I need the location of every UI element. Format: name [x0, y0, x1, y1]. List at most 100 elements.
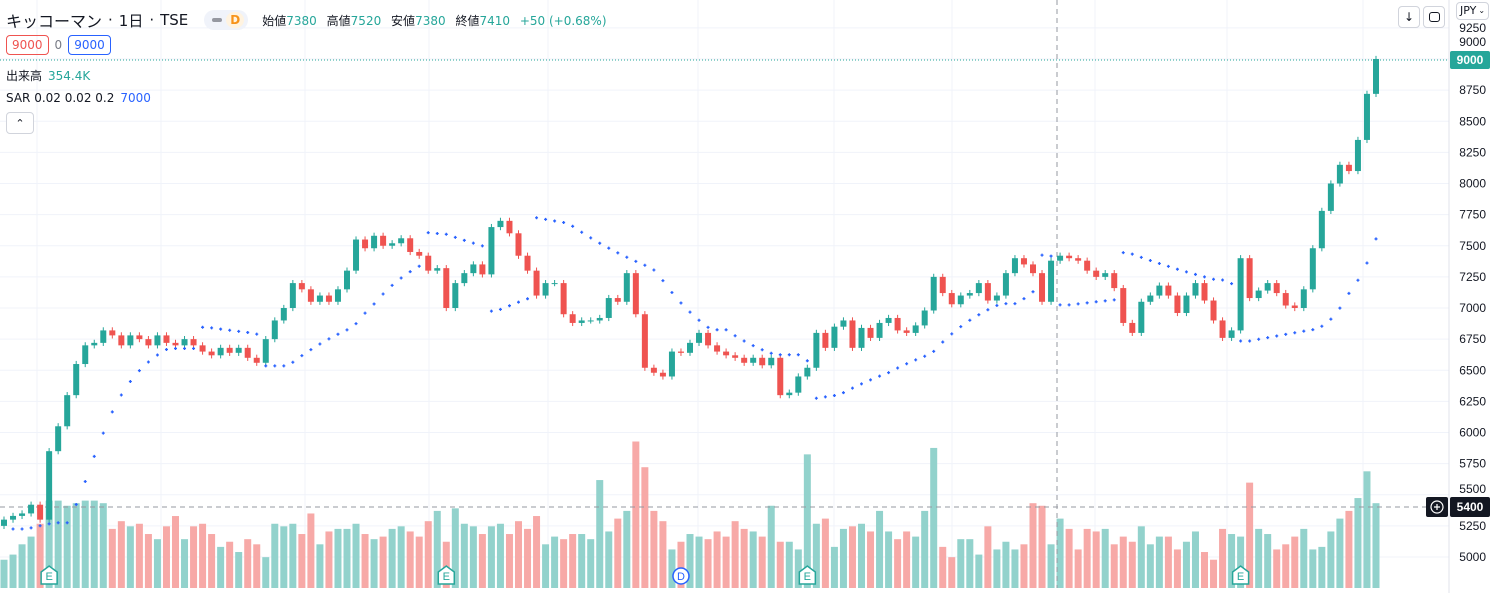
volume-bar	[162, 526, 170, 588]
market-status-badge[interactable]: D	[204, 10, 249, 30]
separator: ·	[108, 11, 113, 29]
sell-button[interactable]: 9000	[6, 35, 49, 55]
volume-bar	[767, 505, 775, 588]
price-tick-label: 9000	[1459, 35, 1486, 49]
sar-dot	[345, 328, 349, 332]
candle-body	[714, 345, 721, 352]
volume-bar	[1291, 536, 1299, 588]
candle-body	[362, 239, 369, 249]
price-tick-label: 8000	[1459, 177, 1486, 191]
candle-body	[136, 335, 143, 340]
candle-body	[325, 295, 332, 302]
sar-dot	[137, 369, 141, 373]
price-axis[interactable]: 5000 5250 5500 5750 6000 6250 6500 6750 7000 7250…	[1459, 21, 1486, 564]
interval[interactable]: 1日	[118, 11, 144, 30]
sar-dot	[860, 382, 863, 386]
candle-body	[542, 283, 549, 296]
volume-bar	[406, 531, 414, 588]
sar-dot	[679, 301, 683, 305]
sar-dot	[1266, 336, 1270, 340]
candle-body	[1373, 59, 1379, 94]
candle-body	[271, 320, 278, 340]
candle-body	[741, 357, 748, 363]
candle-body	[416, 251, 423, 256]
sar-dot	[1193, 272, 1197, 276]
candle-body	[235, 347, 242, 353]
volume-bar	[280, 526, 288, 588]
scroll-to-realtime-button[interactable]: ↓	[1398, 6, 1420, 28]
change-value: +50 (+0.68%)	[519, 13, 607, 28]
event-marker-label: E	[804, 571, 811, 583]
volume-bar	[1155, 536, 1163, 588]
volume-bar	[758, 536, 766, 588]
sar-dot	[83, 479, 87, 483]
volume-bar	[1201, 552, 1208, 588]
volume-bar	[1372, 503, 1380, 588]
candle-body	[903, 330, 910, 333]
volume-bar	[361, 534, 369, 588]
volume-bar	[578, 534, 586, 588]
sar-dot	[255, 332, 259, 336]
buy-button[interactable]: 9000	[68, 35, 111, 55]
sar-dot	[1184, 270, 1188, 274]
candle-body	[858, 327, 865, 348]
volume-bar	[126, 526, 134, 588]
sar-dot	[1203, 275, 1206, 279]
sar-dot	[1121, 251, 1125, 255]
volume-bar	[966, 539, 974, 588]
minus-icon	[212, 18, 223, 22]
volume-bar	[876, 510, 884, 588]
sar-dot	[119, 393, 123, 397]
volume-bar	[1318, 546, 1326, 588]
currency-select[interactable]: JPY ⌄	[1456, 2, 1490, 20]
candle-body	[217, 347, 224, 356]
candle-body	[587, 320, 594, 322]
volume-bar	[54, 500, 62, 588]
sar-dot	[1148, 258, 1152, 262]
candle-body	[696, 332, 703, 343]
candle-body	[389, 243, 396, 246]
volume-bar	[424, 521, 432, 588]
volume-bar	[487, 526, 495, 588]
candle-body	[1210, 300, 1217, 321]
volume-bar	[975, 554, 983, 588]
volume-bar	[343, 528, 351, 588]
volume-bar	[848, 526, 856, 588]
sar-dot	[1139, 255, 1143, 259]
sar-dot	[941, 340, 945, 344]
volume-bar	[370, 539, 378, 588]
candle-body	[632, 273, 639, 315]
volume-bar	[1092, 531, 1100, 588]
volume-bar	[686, 534, 694, 588]
volume-legend[interactable]: 出来高 354.4K	[6, 67, 90, 84]
sar-dot	[526, 297, 530, 301]
sar-dot	[183, 346, 187, 350]
price-tick-label: 5750	[1459, 457, 1486, 471]
candle-body	[831, 326, 838, 348]
candle-body	[533, 270, 540, 296]
price-tick-label: 7250	[1459, 270, 1486, 284]
sar-dot	[544, 217, 548, 221]
sar-dot	[11, 527, 15, 531]
volume-bar	[1083, 528, 1091, 588]
sar-legend[interactable]: SAR 0.02 0.02 0.2 7000	[6, 91, 151, 105]
sar-dot	[101, 431, 105, 435]
candle-body	[28, 504, 35, 514]
symbol-name[interactable]: キッコーマン	[6, 12, 103, 31]
sar-dot	[20, 527, 24, 531]
high-label: 高値	[326, 13, 351, 28]
sar-dot	[896, 366, 900, 370]
sar-dot	[995, 303, 999, 307]
volume-bar	[505, 534, 513, 588]
volume-bar	[1336, 518, 1344, 588]
fullscreen-button[interactable]	[1423, 6, 1445, 28]
volume-bar	[1182, 541, 1190, 588]
sar-dot	[381, 292, 385, 296]
sar-dot	[480, 244, 484, 248]
candle-body	[353, 239, 360, 271]
collapse-legend-button[interactable]: ⌃	[6, 112, 34, 134]
volume-bar	[172, 516, 179, 588]
candle-body	[569, 314, 576, 323]
candle-body	[768, 357, 775, 366]
